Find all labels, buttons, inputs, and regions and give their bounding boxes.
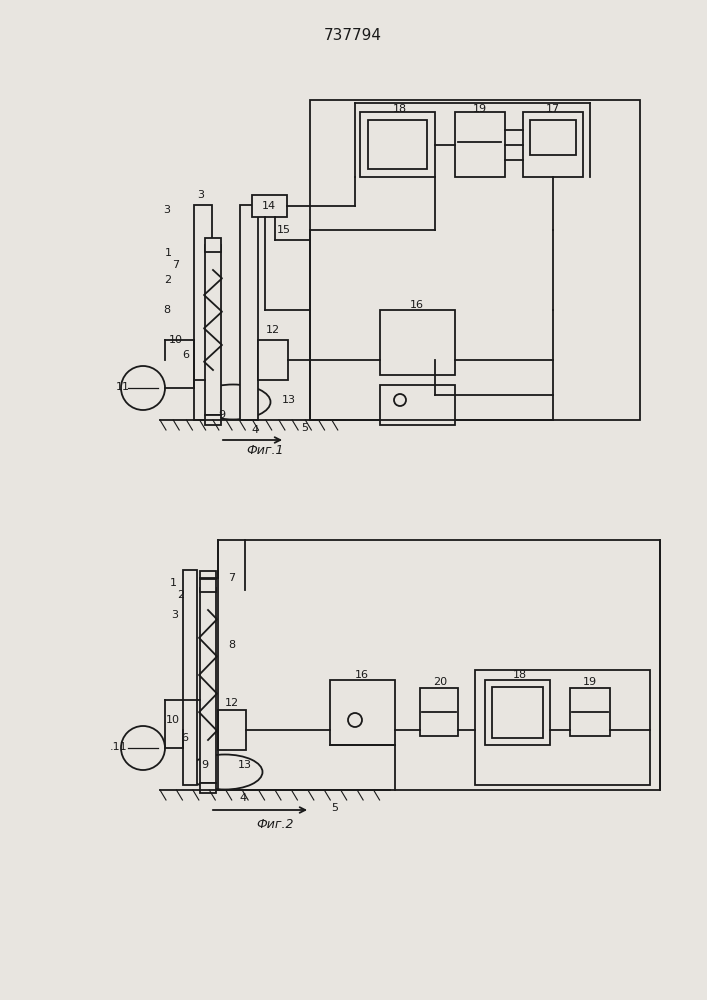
Bar bbox=[183, 570, 197, 785]
Ellipse shape bbox=[196, 384, 271, 420]
Bar bbox=[205, 415, 221, 425]
Bar bbox=[252, 195, 287, 217]
Bar bbox=[205, 238, 221, 252]
Text: 8: 8 bbox=[228, 640, 235, 650]
Bar bbox=[380, 385, 455, 425]
Text: 7: 7 bbox=[173, 260, 180, 270]
Bar bbox=[194, 205, 212, 420]
Text: 17: 17 bbox=[546, 104, 560, 114]
Text: 20: 20 bbox=[433, 677, 447, 687]
Bar bbox=[492, 687, 543, 738]
Text: 14: 14 bbox=[262, 201, 276, 211]
Text: 6: 6 bbox=[182, 350, 189, 360]
Text: 5: 5 bbox=[332, 803, 339, 813]
Text: 16: 16 bbox=[355, 670, 369, 680]
Bar bbox=[200, 578, 216, 592]
Text: 13: 13 bbox=[238, 760, 252, 770]
Text: 13: 13 bbox=[282, 395, 296, 405]
Text: 12: 12 bbox=[225, 698, 239, 708]
Text: 10: 10 bbox=[166, 715, 180, 725]
Circle shape bbox=[348, 713, 362, 727]
Text: 12: 12 bbox=[266, 325, 280, 335]
Text: 3: 3 bbox=[197, 190, 204, 200]
Text: 8: 8 bbox=[163, 305, 170, 315]
Text: .11: .11 bbox=[110, 742, 128, 752]
Bar bbox=[530, 120, 576, 155]
Ellipse shape bbox=[187, 754, 262, 790]
Bar bbox=[360, 112, 435, 177]
Bar bbox=[420, 688, 458, 736]
Bar bbox=[200, 588, 216, 783]
Text: 5: 5 bbox=[301, 423, 308, 433]
Text: 19: 19 bbox=[473, 104, 487, 114]
Bar bbox=[258, 340, 288, 380]
Bar bbox=[330, 680, 395, 745]
Text: 4: 4 bbox=[240, 793, 247, 803]
Bar bbox=[200, 571, 216, 579]
Text: 2: 2 bbox=[165, 275, 172, 285]
Text: 18: 18 bbox=[513, 670, 527, 680]
Bar bbox=[368, 120, 427, 169]
Text: 3: 3 bbox=[172, 610, 178, 620]
Bar bbox=[475, 670, 650, 785]
Text: 737794: 737794 bbox=[324, 27, 382, 42]
Text: 3: 3 bbox=[163, 205, 170, 215]
Bar bbox=[570, 688, 610, 736]
Bar bbox=[380, 310, 455, 375]
Text: Фиг.1: Фиг.1 bbox=[246, 444, 284, 456]
Bar bbox=[205, 245, 221, 415]
Bar bbox=[523, 112, 583, 177]
Bar bbox=[310, 100, 640, 420]
Text: 15: 15 bbox=[277, 225, 291, 235]
Bar bbox=[455, 112, 505, 177]
Text: 1: 1 bbox=[165, 248, 172, 258]
Text: 18: 18 bbox=[393, 104, 407, 114]
Text: 9: 9 bbox=[201, 760, 209, 770]
Bar bbox=[240, 205, 258, 420]
Text: 4: 4 bbox=[252, 425, 259, 435]
Text: 1: 1 bbox=[170, 578, 177, 588]
Circle shape bbox=[394, 394, 406, 406]
Circle shape bbox=[121, 726, 165, 770]
Text: 19: 19 bbox=[583, 677, 597, 687]
Text: 9: 9 bbox=[218, 410, 226, 420]
Text: 7: 7 bbox=[228, 573, 235, 583]
Bar bbox=[218, 710, 246, 750]
Circle shape bbox=[121, 366, 165, 410]
Bar bbox=[200, 783, 216, 793]
Text: 16: 16 bbox=[410, 300, 424, 310]
Text: 10: 10 bbox=[169, 335, 183, 345]
Bar bbox=[485, 680, 550, 745]
Bar bbox=[218, 540, 660, 790]
Text: Фиг.2: Фиг.2 bbox=[256, 818, 293, 832]
Text: 11: 11 bbox=[116, 382, 130, 392]
Text: 2: 2 bbox=[177, 590, 185, 600]
Text: 6: 6 bbox=[182, 733, 189, 743]
